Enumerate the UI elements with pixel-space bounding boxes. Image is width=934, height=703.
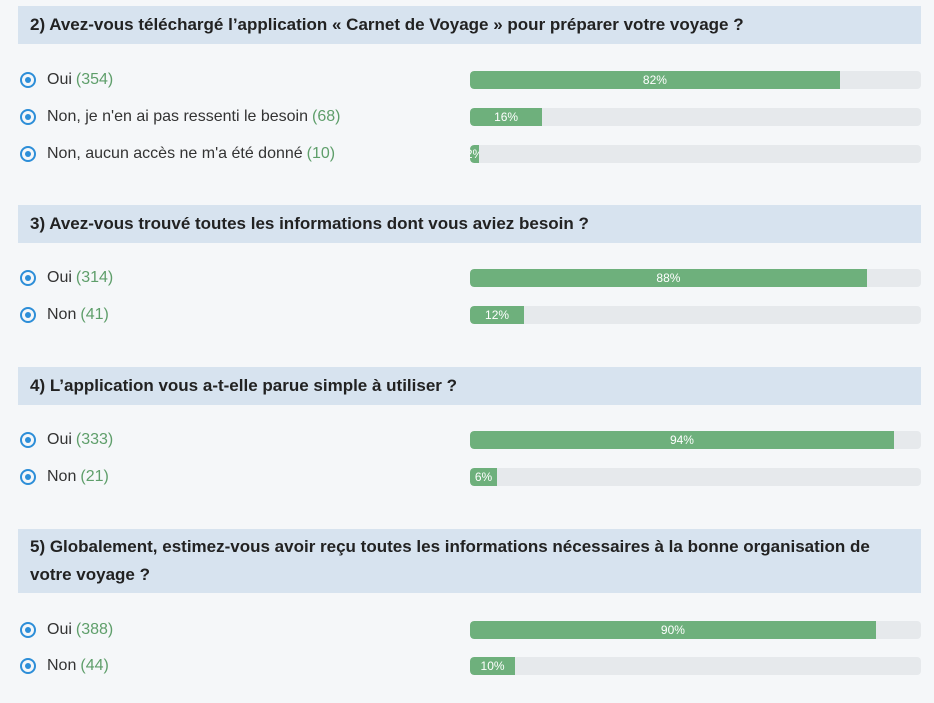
result-bar-fill: 16% <box>470 108 543 126</box>
answer-option[interactable]: Oui (388) 90% <box>18 618 921 642</box>
option-count: (41) <box>80 306 109 323</box>
option-label: Non, je n'en ai pas ressenti le besoin <box>47 108 308 125</box>
question-block: 4) L’application vous a-t-elle parue sim… <box>18 367 921 486</box>
answer-option[interactable]: Non, je n'en ai pas ressenti le besoin (… <box>18 105 921 129</box>
option-label: Non <box>47 657 77 674</box>
option-label: Oui <box>47 269 72 286</box>
result-bar: 6% <box>470 468 921 486</box>
result-bar: 2% <box>470 145 921 163</box>
radio-selected-icon[interactable] <box>20 469 36 485</box>
radio-selected-icon[interactable] <box>20 109 36 125</box>
option-count: (388) <box>75 621 114 638</box>
answer-option[interactable]: Non, aucun accès ne m'a été donné (10) 2… <box>18 142 921 166</box>
option-count: (68) <box>312 108 341 125</box>
option-label: Non <box>47 306 77 323</box>
answer-option[interactable]: Non (21) 6% <box>18 465 921 489</box>
question-block: 5) Globalement, estimez-vous avoir reçu … <box>18 529 921 675</box>
option-label: Oui <box>47 621 72 638</box>
option-label: Oui <box>47 71 72 88</box>
result-bar: 88% <box>470 269 921 287</box>
answer-option[interactable]: Oui (333) 94% <box>18 428 921 452</box>
question-block: 2) Avez-vous téléchargé l’application « … <box>18 6 921 163</box>
answer-option[interactable]: Non (41) 12% <box>18 303 921 327</box>
radio-selected-icon[interactable] <box>20 72 36 88</box>
result-bar-fill: 2% <box>470 145 480 163</box>
answer-option[interactable]: Oui (354) 82% <box>18 68 921 92</box>
option-count: (354) <box>75 71 114 88</box>
result-bar-fill: 82% <box>470 71 840 89</box>
radio-selected-icon[interactable] <box>20 146 36 162</box>
answer-option[interactable]: Oui (314) 88% <box>18 266 921 290</box>
option-label: Non <box>47 468 77 485</box>
question-title: 5) Globalement, estimez-vous avoir reçu … <box>18 529 921 593</box>
option-label: Non, aucun accès ne m'a été donné <box>47 145 303 162</box>
result-bar: 12% <box>470 306 921 324</box>
question-title: 4) L’application vous a-t-elle parue sim… <box>18 367 921 405</box>
radio-selected-icon[interactable] <box>20 432 36 448</box>
result-bar-fill: 90% <box>470 621 876 639</box>
result-bar: 90% <box>470 621 921 639</box>
result-bar: 10% <box>470 657 921 675</box>
result-bar: 82% <box>470 71 921 89</box>
radio-selected-icon[interactable] <box>20 270 36 286</box>
result-bar-fill: 94% <box>470 431 894 449</box>
radio-selected-icon[interactable] <box>20 622 36 638</box>
answer-option[interactable]: Non (44) 10% <box>18 654 921 678</box>
option-count: (314) <box>75 269 114 286</box>
option-count: (21) <box>80 468 109 485</box>
result-bar: 94% <box>470 431 921 449</box>
question-block: 3) Avez-vous trouvé toutes les informati… <box>18 205 921 324</box>
question-title: 2) Avez-vous téléchargé l’application « … <box>18 6 921 44</box>
result-bar: 16% <box>470 108 921 126</box>
question-title: 3) Avez-vous trouvé toutes les informati… <box>18 205 921 243</box>
result-bar-fill: 10% <box>470 657 516 675</box>
option-count: (10) <box>306 145 336 162</box>
radio-selected-icon[interactable] <box>20 658 36 674</box>
result-bar-fill: 88% <box>470 269 867 287</box>
radio-selected-icon[interactable] <box>20 307 36 323</box>
result-bar-fill: 6% <box>470 468 498 486</box>
option-count: (333) <box>75 431 114 448</box>
option-label: Oui <box>47 431 72 448</box>
result-bar-fill: 12% <box>470 306 525 324</box>
option-count: (44) <box>80 657 109 674</box>
